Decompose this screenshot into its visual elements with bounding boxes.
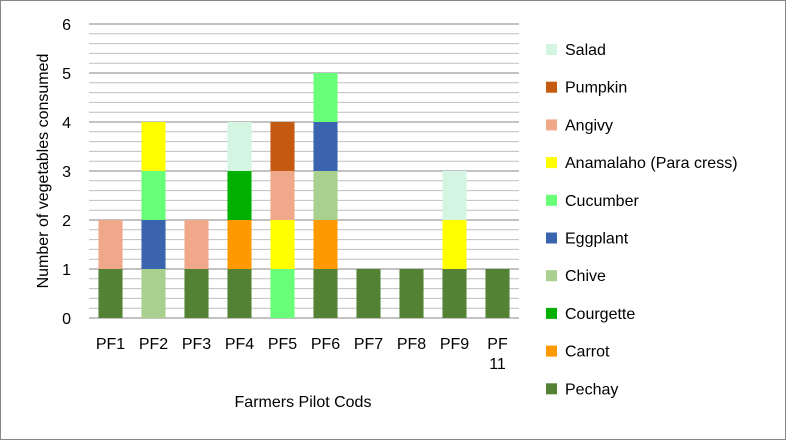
legend-label: Carrot <box>565 344 610 361</box>
y-axis-label: Number of vegetables consumed <box>35 54 52 289</box>
x-tick-label: PF3 <box>182 336 211 353</box>
x-tick-labels: PF1 PF2 PF3 PF4 PF5 PF6 PF7 PF8 PF9 PF 11 <box>96 336 508 373</box>
bar-segment-courgette <box>227 171 252 220</box>
bar-segment-pechay <box>442 269 467 318</box>
x-tick-label-line: PF5 <box>268 336 297 353</box>
y-tick-labels: 0 1 2 3 4 5 6 <box>62 17 71 328</box>
y-tick-label: 6 <box>62 17 71 34</box>
legend-swatch <box>546 345 557 357</box>
x-tick-label: PF7 <box>354 336 383 353</box>
bar-segment-carrot <box>313 220 338 269</box>
bar-segment-eggplant <box>141 220 166 269</box>
bar-segment-pechay <box>98 269 123 318</box>
bar-segment-chive <box>141 269 166 318</box>
x-tick-label-line: PF3 <box>182 336 211 353</box>
bar-segment-cucumber <box>270 269 295 318</box>
bars <box>98 73 510 318</box>
bar-segment-eggplant <box>313 122 338 171</box>
x-tick-label-line: 11 <box>489 356 506 373</box>
y-tick-label: 3 <box>62 164 71 181</box>
x-tick-label-line: PF7 <box>354 336 383 353</box>
bar-segment-pumpkin <box>270 122 295 171</box>
x-tick-label: PF2 <box>139 336 168 353</box>
legend-swatch <box>546 232 557 244</box>
x-axis-label: Farmers Pilot Cods <box>235 394 372 411</box>
legend-swatch <box>546 44 557 55</box>
x-tick-label: PF 11 <box>487 336 508 373</box>
x-tick-label: PF5 <box>268 336 297 353</box>
bar-segment-pechay <box>399 269 424 318</box>
x-tick-label: PF8 <box>397 336 426 353</box>
bar-segment-pechay <box>356 269 381 318</box>
bar-segment-pechay <box>227 269 252 318</box>
legend-swatch <box>546 307 557 319</box>
x-tick-label-line: PF8 <box>397 336 426 353</box>
x-tick-label-line: PF9 <box>440 336 469 353</box>
legend-label: Pumpkin <box>565 80 627 97</box>
bar-segment-salad <box>442 171 467 220</box>
legend-swatch <box>546 81 557 93</box>
bar-segment-anamalaho-para-cress- <box>270 220 295 269</box>
legend-swatch <box>546 383 557 395</box>
bar-segment-chive <box>313 171 338 220</box>
bar-segment-pechay <box>485 269 510 318</box>
bar-segment-anamalaho-para-cress- <box>442 220 467 269</box>
legend-label: Pechay <box>565 381 618 398</box>
x-tick-label-line: PF4 <box>225 336 254 353</box>
y-tick-label: 1 <box>62 262 71 279</box>
x-tick-label: PF6 <box>311 336 340 353</box>
x-tick-label-line: PF6 <box>311 336 340 353</box>
x-tick-label-line: PF <box>487 336 508 353</box>
bar-segment-angivy <box>98 220 123 269</box>
legend-swatch <box>546 270 557 282</box>
bar-segment-salad <box>227 122 252 171</box>
legend: Salad Pumpkin Angivy Anamalaho (Para cress)… <box>546 42 738 398</box>
x-tick-label: PF9 <box>440 336 469 353</box>
bar-segment-angivy <box>270 171 295 220</box>
legend-swatch <box>546 119 557 131</box>
bar-segment-pechay <box>184 269 209 318</box>
legend-label: Cucumber <box>565 193 639 210</box>
x-tick-label: PF4 <box>225 336 254 353</box>
legend-label: Angivy <box>565 117 613 134</box>
y-tick-label: 2 <box>62 213 71 230</box>
legend-swatch <box>546 194 557 206</box>
x-tick-label-line: PF2 <box>139 336 168 353</box>
y-tick-label: 5 <box>62 66 71 83</box>
legend-label: Salad <box>565 42 606 59</box>
x-tick-label-line: PF1 <box>96 336 125 353</box>
bar-segment-cucumber <box>313 73 338 122</box>
bar-segment-cucumber <box>141 171 166 220</box>
legend-label: Anamalaho (Para cress) <box>565 155 738 172</box>
legend-label: Courgette <box>565 306 635 323</box>
bar-segment-carrot <box>227 220 252 269</box>
y-tick-label: 0 <box>62 311 71 328</box>
y-tick-label: 4 <box>62 115 71 132</box>
bar-segment-pechay <box>313 269 338 318</box>
legend-label: Eggplant <box>565 231 629 248</box>
legend-label: Chive <box>565 268 606 285</box>
x-tick-label: PF1 <box>96 336 125 353</box>
bar-segment-angivy <box>184 220 209 269</box>
bar-segment-anamalaho-para-cress- <box>141 122 166 171</box>
legend-swatch <box>546 157 557 169</box>
